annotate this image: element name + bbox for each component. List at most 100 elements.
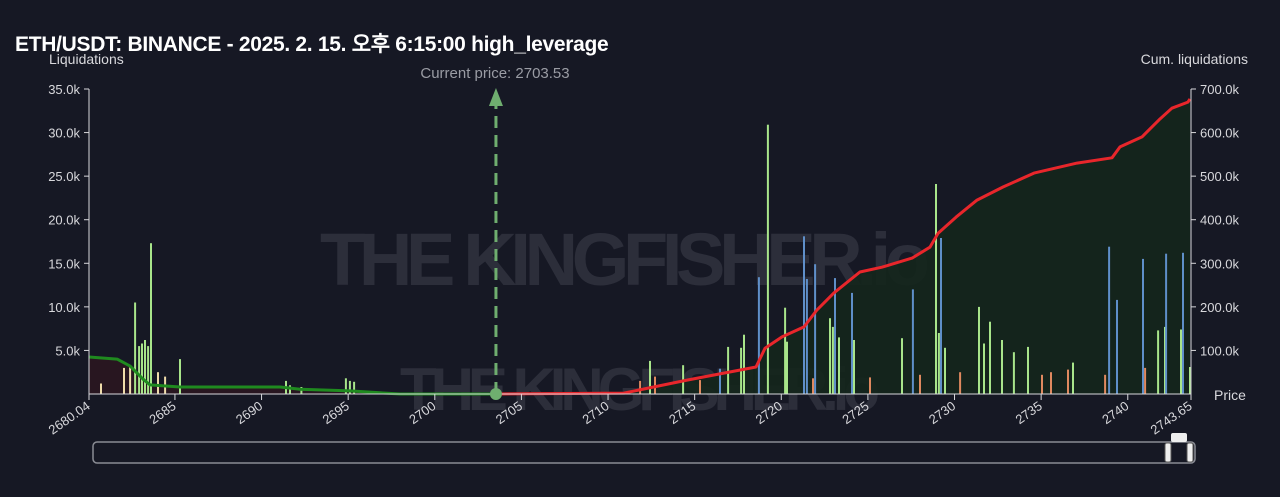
liquidation-bar: [141, 343, 143, 394]
liquidation-bar: [1050, 372, 1052, 394]
liquidation-bar: [869, 377, 871, 394]
liquidation-bar: [1164, 326, 1166, 394]
liquidation-bar: [940, 238, 942, 394]
liquidation-bar: [784, 307, 787, 394]
cumulative-line-green: [88, 355, 496, 396]
liquidation-bar: [853, 340, 855, 394]
liquidation-bar: [179, 359, 181, 394]
liquidation-bar: [1072, 362, 1074, 394]
arrow-up-icon: [488, 88, 503, 106]
liquidation-bar: [829, 318, 831, 394]
liquidation-bar: [649, 360, 651, 394]
liquidation-bar: [1189, 367, 1191, 394]
liquidation-bar: [134, 302, 137, 394]
liquidation-bar: [1067, 369, 1069, 394]
liquidation-bar: [150, 243, 152, 394]
liquidation-bar: [1142, 258, 1144, 394]
liquidation-bar: [959, 372, 962, 394]
y2-tick-label: 500.0k: [1200, 169, 1240, 184]
range-slider-track[interactable]: [92, 441, 1196, 464]
liquidation-bar: [719, 368, 721, 394]
current-price-label: Current price: 2703.53: [420, 65, 569, 82]
liquidation-bar: [353, 381, 356, 394]
liquidation-bar: [344, 378, 347, 394]
liquidation-bar: [812, 378, 814, 394]
range-slider-right-handle[interactable]: [1186, 442, 1194, 463]
liquidation-bar: [983, 343, 985, 394]
y-tick-label: 5.0k: [55, 343, 80, 358]
cumulative-area-red: [495, 99, 1190, 394]
x-tick-label: 2743.65: [1148, 398, 1195, 437]
liquidation-bar: [1144, 367, 1147, 394]
y-tick-label: 35.0k: [48, 82, 80, 97]
x-axis-label: Price: [1214, 387, 1246, 403]
liquidation-bar: [919, 374, 921, 394]
liquidation-bar: [1165, 253, 1168, 394]
x-tick-label: 2680.04: [46, 398, 93, 437]
liquidation-bar: [834, 278, 836, 394]
liquidation-bar: [1180, 329, 1182, 394]
y-tick-label: 15.0k: [48, 256, 80, 271]
y-axis-label: Liquidations: [49, 51, 124, 67]
liquidation-bar: [1012, 352, 1015, 394]
y-tick-label: 10.0k: [48, 300, 80, 315]
liquidation-bar: [944, 347, 946, 394]
y2-tick-label: 300.0k: [1200, 256, 1240, 271]
watermark-text: THE KINGFISHER.io: [320, 218, 930, 301]
y2-tick-label: 100.0k: [1200, 343, 1240, 358]
liquidation-bar: [911, 289, 914, 394]
range-slider-left-handle[interactable]: [1164, 442, 1172, 463]
y2-tick-label: 200.0k: [1200, 300, 1240, 315]
x-tick-label: 2690: [233, 398, 265, 427]
y-tick-label: 30.0k: [48, 126, 80, 141]
liquidation-bar: [129, 366, 132, 394]
liquidation-bar: [978, 306, 980, 394]
liquidation-bar: [157, 372, 159, 394]
y2-axis-label: Cum. liquidations: [1141, 51, 1248, 67]
liquidation-bar: [348, 380, 351, 394]
y2-tick-label: 700.0k: [1200, 82, 1240, 97]
liquidation-bar: [639, 380, 642, 394]
y2-tick-label: 600.0k: [1200, 126, 1240, 141]
liquidation-bar: [699, 380, 701, 394]
liquidation-bar: [1001, 340, 1003, 394]
liquidation-bar: [100, 383, 102, 394]
liquidation-bar: [851, 292, 853, 394]
liquidation-bar: [1104, 374, 1107, 394]
liquidation-bar: [289, 385, 291, 394]
liquidation-bar: [138, 346, 141, 394]
cumulative-line-red: [495, 98, 1192, 396]
liquidation-bar: [1157, 330, 1160, 394]
liquidation-bar: [757, 277, 760, 394]
liquidation-bar: [935, 184, 937, 394]
x-tick-label: 2685: [146, 398, 178, 427]
liquidation-bar: [838, 337, 840, 394]
liquidation-bar: [1108, 246, 1111, 394]
current-price-marker: [489, 388, 502, 400]
liquidation-bar: [144, 340, 146, 394]
liquidation-bar: [989, 321, 991, 394]
liquidation-bar: [937, 333, 940, 394]
liquidation-bar: [814, 264, 817, 394]
liquidation-bar: [743, 334, 745, 394]
liquidation-bar: [786, 341, 788, 394]
liquidation-bar: [727, 346, 730, 394]
liquidation-bar: [803, 236, 805, 394]
liquidation-bar: [1027, 346, 1029, 394]
liquidation-bar: [901, 338, 903, 394]
liquidation-bar: [1182, 252, 1184, 394]
chart-title: ETH/USDT: BINANCE - 2025. 2. 15. 오후 6:15…: [15, 33, 609, 56]
liquidation-bar: [766, 124, 769, 394]
y-tick-label: 20.0k: [48, 213, 80, 228]
range-slider-grip[interactable]: [1171, 433, 1187, 442]
y-tick-label: 25.0k: [48, 169, 80, 184]
liquidation-bar: [123, 367, 125, 394]
liquidation-bar: [147, 346, 150, 394]
x-tick-label: 2735: [1013, 398, 1045, 427]
liquidation-bar: [1041, 374, 1043, 394]
liquidation-bar: [831, 326, 834, 394]
x-tick-label: 2740: [1099, 398, 1131, 427]
x-tick-label: 2730: [926, 398, 958, 427]
range-slider[interactable]: [92, 433, 1196, 464]
